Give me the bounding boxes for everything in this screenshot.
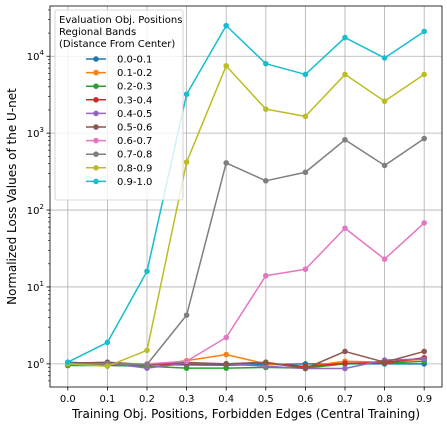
legend-entry-label: 0.8-0.9 bbox=[117, 163, 152, 174]
data-point bbox=[342, 34, 348, 41]
data-point bbox=[262, 178, 269, 184]
series-0.9-1.0 bbox=[65, 22, 427, 366]
data-point bbox=[223, 334, 230, 341]
y-axis-label: Normalized Loss Values of the U-net bbox=[5, 88, 19, 305]
legend-swatch-marker bbox=[93, 137, 99, 144]
legend-entry-label: 0.6-0.7 bbox=[117, 136, 152, 147]
legend-entry-label: 0.2-0.3 bbox=[117, 82, 152, 93]
legend-swatch-marker bbox=[93, 178, 99, 185]
legend-entry-label: 0.0-0.1 bbox=[117, 55, 152, 66]
legend-swatch-marker bbox=[93, 124, 99, 130]
legend-swatch-marker bbox=[93, 151, 99, 157]
data-point bbox=[183, 358, 190, 365]
legend-swatch-marker bbox=[93, 83, 99, 89]
series-line bbox=[67, 358, 425, 370]
data-point bbox=[381, 359, 388, 366]
x-tick-label: 0.6 bbox=[297, 394, 313, 405]
x-tick-label: 0.2 bbox=[139, 394, 155, 405]
legend-title: Evaluation Obj. Positions bbox=[59, 15, 182, 26]
data-point bbox=[104, 363, 111, 370]
x-tick-label: 0.1 bbox=[99, 394, 115, 405]
legend-entry-label: 0.5-0.6 bbox=[117, 123, 152, 134]
data-point bbox=[302, 113, 309, 120]
data-point bbox=[342, 136, 348, 143]
y-tick-label: 102 bbox=[27, 203, 44, 217]
data-point bbox=[381, 162, 388, 169]
data-point bbox=[421, 71, 427, 78]
data-point bbox=[183, 91, 190, 98]
data-point bbox=[342, 360, 348, 366]
legend-box bbox=[54, 9, 184, 201]
data-point bbox=[342, 225, 348, 232]
plot-frame bbox=[49, 5, 443, 388]
data-point bbox=[262, 272, 269, 279]
data-point bbox=[262, 60, 269, 67]
x-tick-label: 0.5 bbox=[258, 394, 274, 405]
data-point bbox=[223, 351, 230, 358]
data-point bbox=[302, 71, 309, 78]
data-point bbox=[223, 365, 230, 371]
data-point bbox=[183, 312, 190, 318]
data-point bbox=[342, 71, 348, 78]
data-point bbox=[183, 365, 190, 371]
data-point bbox=[65, 359, 71, 366]
x-tick-label: 0.0 bbox=[60, 394, 76, 405]
x-tick-label: 0.8 bbox=[377, 394, 393, 405]
y-tick-label: 100 bbox=[27, 357, 44, 371]
x-tick-label: 0.7 bbox=[337, 394, 353, 405]
legend-swatch-marker bbox=[93, 165, 99, 171]
data-point bbox=[381, 55, 388, 61]
data-point bbox=[302, 169, 309, 176]
legend-swatch-marker bbox=[93, 110, 99, 117]
legend-title: (Distance From Center) bbox=[59, 39, 175, 50]
series-layer bbox=[65, 22, 427, 372]
data-point bbox=[342, 365, 348, 372]
y-tick-label: 103 bbox=[27, 126, 44, 140]
data-point bbox=[421, 135, 427, 142]
data-point bbox=[381, 256, 388, 262]
data-point bbox=[223, 22, 230, 29]
legend-entry-label: 0.9-1.0 bbox=[117, 177, 152, 188]
data-point bbox=[144, 268, 150, 275]
x-axis-label: Training Obj. Positions, Forbidden Edges… bbox=[71, 407, 420, 421]
data-point bbox=[262, 359, 269, 366]
data-point bbox=[223, 63, 230, 69]
legend-title: Regional Bands bbox=[59, 27, 136, 38]
data-point bbox=[223, 160, 230, 166]
x-tick-label: 0.3 bbox=[179, 394, 195, 405]
legend-entry-label: 0.7-0.8 bbox=[117, 150, 152, 161]
legend-swatch-marker bbox=[93, 69, 99, 76]
data-point bbox=[144, 361, 150, 368]
legend-swatch-marker bbox=[93, 97, 99, 103]
x-tick-label: 0.4 bbox=[218, 394, 234, 405]
x-tick-label: 0.9 bbox=[416, 394, 432, 405]
data-point bbox=[421, 28, 427, 35]
y-tick-label: 101 bbox=[27, 280, 44, 294]
data-point bbox=[262, 363, 269, 370]
series-line bbox=[67, 137, 425, 366]
legend-swatch-marker bbox=[93, 56, 99, 62]
data-point bbox=[302, 266, 309, 273]
data-point bbox=[144, 347, 150, 354]
legend-entry-label: 0.1-0.2 bbox=[117, 68, 152, 79]
series-line bbox=[67, 24, 425, 363]
series-line bbox=[67, 65, 425, 368]
axis-ticks: 0.0 0.1 0.2 0.3 0.4 0.5 0.6 0.7 0.8 0.9 100 101 102 1… bbox=[27, 9, 432, 405]
legend-entry-label: 0.3-0.4 bbox=[117, 95, 152, 106]
data-point bbox=[104, 339, 111, 346]
data-point bbox=[421, 356, 427, 362]
data-point bbox=[302, 365, 309, 372]
y-tick-label: 104 bbox=[27, 49, 45, 63]
data-point bbox=[421, 220, 427, 226]
data-point bbox=[421, 348, 427, 355]
data-point bbox=[262, 106, 269, 112]
data-point bbox=[223, 361, 230, 367]
data-point bbox=[342, 348, 348, 355]
data-point bbox=[183, 159, 190, 165]
data-point bbox=[381, 98, 388, 105]
series-0.8-0.9 bbox=[65, 63, 427, 370]
legend-entry-label: 0.4-0.5 bbox=[117, 109, 152, 120]
